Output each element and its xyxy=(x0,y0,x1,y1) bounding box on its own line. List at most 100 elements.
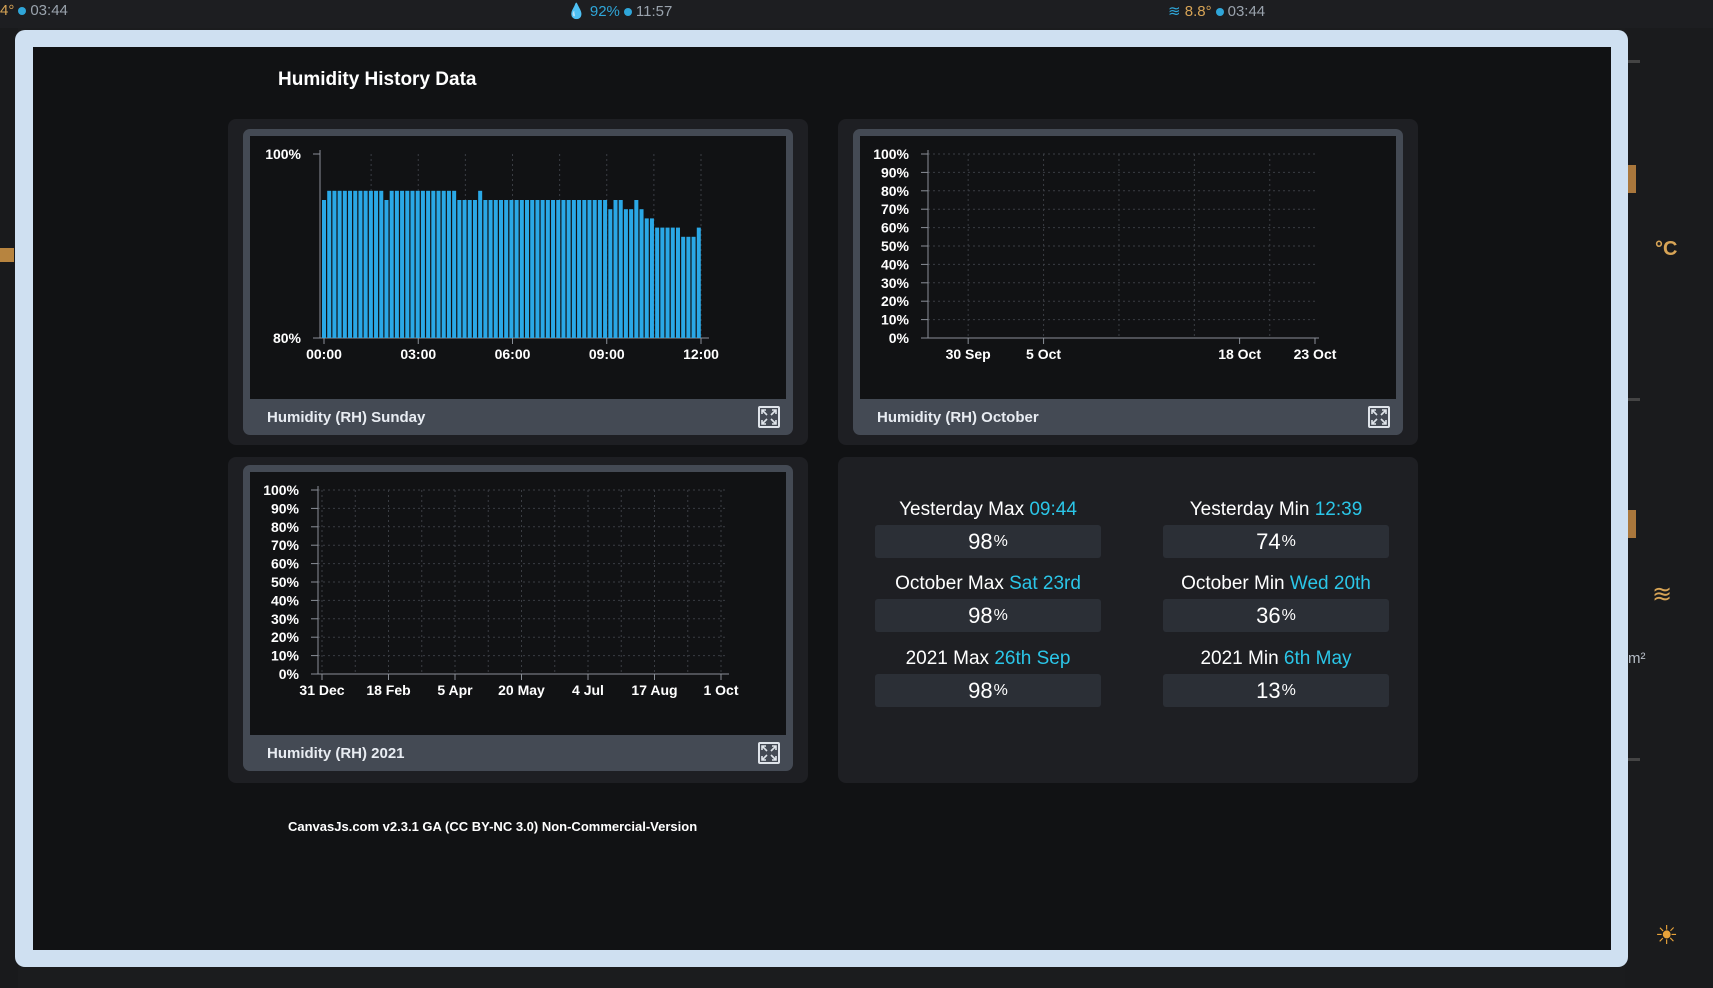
chart-credit: CanvasJs.com v2.3.1 GA (CC BY-NC 3.0) No… xyxy=(288,819,698,834)
humidity-bar xyxy=(488,200,493,338)
stat-unit: % xyxy=(1281,532,1296,550)
stat-label-text: October Max xyxy=(895,573,1004,594)
stat-label-text: October Min xyxy=(1181,573,1285,594)
y-tick-label: 40% xyxy=(271,592,300,608)
stat-value: 98 xyxy=(968,528,993,554)
bg-stat-1-time: 03:44 xyxy=(30,2,68,19)
y-tick-label: 50% xyxy=(271,574,300,590)
humidity-history-modal: Humidity History Data 80% 100% 00:00 03:00 0… xyxy=(15,30,1628,967)
y-tick-label: 20% xyxy=(271,629,300,645)
y-tick-label: 40% xyxy=(881,256,910,272)
x-tick-label: 18 Feb xyxy=(366,682,410,698)
x-tick-label: 03:00 xyxy=(400,346,436,362)
humidity-bar xyxy=(634,200,639,338)
y-tick-label: 70% xyxy=(881,201,910,217)
y-tick-label: 100% xyxy=(873,146,909,162)
stat-value-box: 98% xyxy=(875,599,1101,632)
y-tick-label: 80% xyxy=(273,330,302,346)
humidity-bar xyxy=(618,200,623,338)
humidity-bar xyxy=(587,200,592,338)
humidity-bar xyxy=(592,200,597,338)
waves-icon: ≋ xyxy=(1652,581,1673,608)
stat-label: October Min Wed 20th xyxy=(1163,573,1389,595)
humidity-bar xyxy=(420,190,425,338)
sun-icon: ☀ xyxy=(1655,920,1679,950)
stat-when: 6th May xyxy=(1283,648,1352,669)
humidity-bar xyxy=(670,227,675,338)
y-tick-label: 20% xyxy=(881,293,910,309)
year-humidity-chart: 0% 10% 20% 30% 40% 50% 60% 70% 80% 90% 100% 31 Dec 1… xyxy=(263,482,739,698)
humidity-bar xyxy=(623,209,628,338)
sunday-chart-plot: 80% 100% 00:00 03:00 06:00 09:00 12:00 xyxy=(250,136,786,399)
humidity-bar xyxy=(400,190,405,338)
yesterday-min-stat: Yesterday Min 12:39 74% xyxy=(1163,499,1389,558)
x-tick-label: 5 Apr xyxy=(437,682,473,698)
humidity-bar xyxy=(561,200,566,338)
stat-unit: % xyxy=(1281,681,1296,699)
humidity-bar xyxy=(441,190,446,338)
x-tick-label: 17 Aug xyxy=(631,682,677,698)
background-left-column xyxy=(0,28,18,988)
stat-unit: % xyxy=(993,681,1008,699)
expand-icon[interactable] xyxy=(758,742,780,764)
expand-arrows-icon xyxy=(761,745,777,761)
y-tick-label: 30% xyxy=(271,611,300,627)
october-chart-panel: 0% 10% 20% 30% 40% 50% 60% 70% 80% 90% 100% 30 Sep 5… xyxy=(838,119,1418,445)
stat-label: Yesterday Max 09:44 xyxy=(875,499,1101,521)
droplet-icon: 💧 xyxy=(567,3,586,20)
bg-stat-1: 4° 03:44 xyxy=(0,2,68,19)
y-tick-label: 90% xyxy=(271,500,300,516)
sunday-humidity-chart: 80% 100% 00:00 03:00 06:00 09:00 12:00 xyxy=(265,146,719,362)
humidity-bar xyxy=(348,190,353,338)
humidity-bar xyxy=(332,190,337,338)
year-chart-plot: 0% 10% 20% 30% 40% 50% 60% 70% 80% 90% 100% 31 Dec 1… xyxy=(250,472,786,735)
wind-icon: ≋ xyxy=(1168,3,1181,20)
humidity-bar xyxy=(358,190,363,338)
x-tick-label: 09:00 xyxy=(589,346,625,362)
sunday-chart-footer: Humidity (RH) Sunday xyxy=(267,409,426,426)
expand-icon[interactable] xyxy=(758,406,780,428)
humidity-bar xyxy=(498,200,503,338)
humidity-bar xyxy=(655,227,660,338)
expand-icon[interactable] xyxy=(1368,406,1390,428)
humidity-bar xyxy=(462,200,467,338)
x-tick-label: 12:00 xyxy=(683,346,719,362)
status-dot-icon xyxy=(18,7,27,16)
humidity-bar xyxy=(665,227,670,338)
y-tick-label: 60% xyxy=(881,220,910,236)
y-tick-label: 0% xyxy=(279,666,300,682)
stat-when: 12:39 xyxy=(1314,499,1363,520)
stat-value-box: 74% xyxy=(1163,525,1389,558)
year-chart-card: 0% 10% 20% 30% 40% 50% 60% 70% 80% 90% 100% 31 Dec 1… xyxy=(243,465,793,771)
humidity-bar xyxy=(603,200,608,338)
y-tick-label: 30% xyxy=(881,275,910,291)
humidity-bar xyxy=(478,190,483,338)
year-chart-panel: 0% 10% 20% 30% 40% 50% 60% 70% 80% 90% 100% 31 Dec 1… xyxy=(228,457,808,783)
yesterday-max-stat: Yesterday Max 09:44 98% xyxy=(875,499,1101,558)
stat-value: 36 xyxy=(1256,602,1281,628)
humidity-bar xyxy=(504,200,509,338)
humidity-bar xyxy=(368,190,373,338)
october-chart-footer: Humidity (RH) October xyxy=(877,409,1039,426)
background-right-column xyxy=(1625,28,1713,988)
bg-unit-label: °C xyxy=(1655,238,1678,260)
sunday-chart-card: 80% 100% 00:00 03:00 06:00 09:00 12:00 Humidit… xyxy=(243,129,793,435)
y-tick-label: 70% xyxy=(271,537,300,553)
humidity-bar xyxy=(337,190,342,338)
stat-label: October Max Sat 23rd xyxy=(875,573,1101,595)
humidity-bar xyxy=(327,190,332,338)
humidity-bar xyxy=(483,200,488,338)
humidity-bar xyxy=(394,190,399,338)
x-tick-label: 06:00 xyxy=(495,346,531,362)
humidity-bar xyxy=(530,200,535,338)
y-tick-label: 100% xyxy=(263,482,299,498)
y-tick-label: 60% xyxy=(271,556,300,572)
y-tick-label: 0% xyxy=(889,330,910,346)
humidity-bar xyxy=(415,190,420,338)
humidity-bar xyxy=(509,200,514,338)
x-tick-label: 00:00 xyxy=(306,346,342,362)
october-humidity-chart: 0% 10% 20% 30% 40% 50% 60% 70% 80% 90% 100% 30 Sep 5… xyxy=(873,146,1337,362)
status-dot-icon xyxy=(1215,8,1224,17)
y-tick-label: 80% xyxy=(881,183,910,199)
x-tick-label: 30 Sep xyxy=(946,346,991,362)
